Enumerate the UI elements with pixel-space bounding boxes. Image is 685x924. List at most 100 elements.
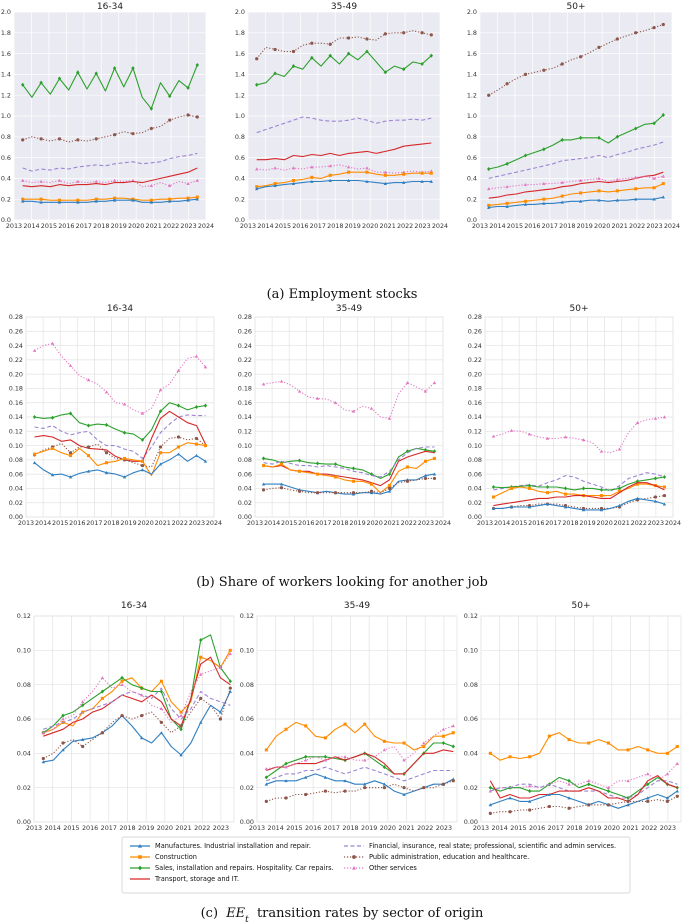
point-construction (646, 748, 650, 752)
y-tick-label: 0.16 (468, 399, 482, 407)
legend-item-other: Other services (344, 864, 417, 872)
series-line-sales (493, 476, 665, 491)
series-line-financial (43, 687, 231, 730)
y-tick-label: 2.0 (1, 8, 11, 16)
y-tick-label: 0.4 (235, 175, 245, 183)
point-sales (581, 486, 586, 491)
point-public (86, 445, 91, 449)
x-tick-label: 2022 (401, 519, 417, 527)
y-tick-label: 0.02 (468, 499, 482, 507)
x-tick-label: 2021 (155, 519, 171, 527)
x-tick-label: 2018 (342, 824, 358, 832)
point-sales (560, 137, 564, 142)
point-public (195, 115, 199, 119)
point-construction (199, 655, 203, 659)
point-manufactures (149, 200, 154, 204)
point-other (323, 758, 328, 762)
point-construction (563, 492, 568, 496)
point-public (382, 786, 387, 790)
point-manufactures (57, 200, 62, 204)
point-manufactures (86, 469, 91, 473)
series-line-transport (34, 410, 206, 462)
y-tick-label: 0.28 (468, 313, 482, 321)
series-line-transport (493, 482, 665, 507)
point-public (158, 445, 163, 449)
legend-label: Public administration, education and hea… (369, 853, 529, 861)
point-manufactures (402, 180, 406, 184)
series-transport (22, 167, 198, 188)
y-tick-label: 0.18 (9, 385, 23, 393)
y-tick-label: 0.0 (1, 216, 11, 224)
y-tick-label: 0.2 (467, 195, 477, 203)
series-line-public (490, 795, 678, 814)
x-tick-label: 2013 (247, 519, 263, 527)
series-line-manufactures (266, 773, 454, 796)
point-construction (120, 679, 124, 683)
legend-marker (352, 855, 356, 859)
x-tick-label: 2019 (585, 824, 601, 832)
y-tick-label: 0.0 (235, 216, 245, 224)
x-tick-label: 2017 (548, 824, 564, 832)
point-other (297, 389, 302, 393)
series-sales (41, 634, 232, 735)
point-public (264, 799, 268, 804)
point-manufactures (323, 775, 328, 779)
point-construction (422, 744, 426, 748)
point-manufactures (567, 796, 571, 800)
point-public (81, 744, 85, 749)
point-sales (264, 775, 269, 780)
panel-title: 35-49 (344, 601, 370, 611)
y-tick-label: 0.16 (238, 399, 252, 407)
y-tick-label: 0.0 (467, 216, 477, 224)
point-sales (382, 765, 387, 770)
panel-title: 35-49 (331, 2, 357, 12)
point-construction (662, 485, 666, 489)
point-manufactures (597, 198, 601, 202)
series-line-other (256, 164, 432, 174)
point-public (661, 22, 665, 27)
point-other (179, 713, 183, 717)
series-line-transport (266, 749, 454, 775)
series-financial (34, 414, 206, 459)
series-line-other (493, 416, 665, 454)
x-tick-label: 2018 (559, 222, 575, 230)
point-public (662, 493, 667, 498)
point-public (606, 803, 611, 807)
x-tick-label: 2023 (646, 222, 662, 230)
point-sales (57, 76, 62, 81)
point-manufactures (80, 737, 85, 741)
point-public (405, 479, 410, 483)
point-public (297, 489, 302, 493)
point-construction (255, 185, 259, 189)
y-tick-label: 0.8 (235, 133, 245, 141)
series-line-financial (256, 116, 432, 134)
point-sales (505, 161, 509, 166)
point-construction (51, 446, 55, 450)
y-tick-label: 0.6 (467, 154, 477, 162)
point-construction (432, 456, 436, 460)
series-line-financial (266, 766, 454, 782)
point-public (652, 25, 656, 30)
point-sales (387, 472, 392, 477)
series-sales (487, 112, 665, 172)
point-public (61, 741, 65, 745)
point-manufactures (527, 505, 532, 509)
series-line-other (490, 763, 678, 792)
point-sales (140, 437, 145, 442)
x-tick-label: 2017 (315, 519, 331, 527)
point-construction (179, 710, 183, 714)
point-other (405, 381, 410, 385)
point-sales (545, 484, 550, 490)
series-manufactures (487, 195, 665, 209)
y-tick-label: 1.8 (467, 29, 477, 37)
point-other (487, 187, 491, 191)
point-manufactures (122, 475, 127, 479)
point-public (149, 126, 153, 131)
point-construction (597, 189, 601, 193)
y-tick-label: 0.16 (9, 399, 23, 407)
point-sales (323, 754, 328, 759)
point-public (291, 49, 296, 54)
point-other (634, 175, 638, 179)
